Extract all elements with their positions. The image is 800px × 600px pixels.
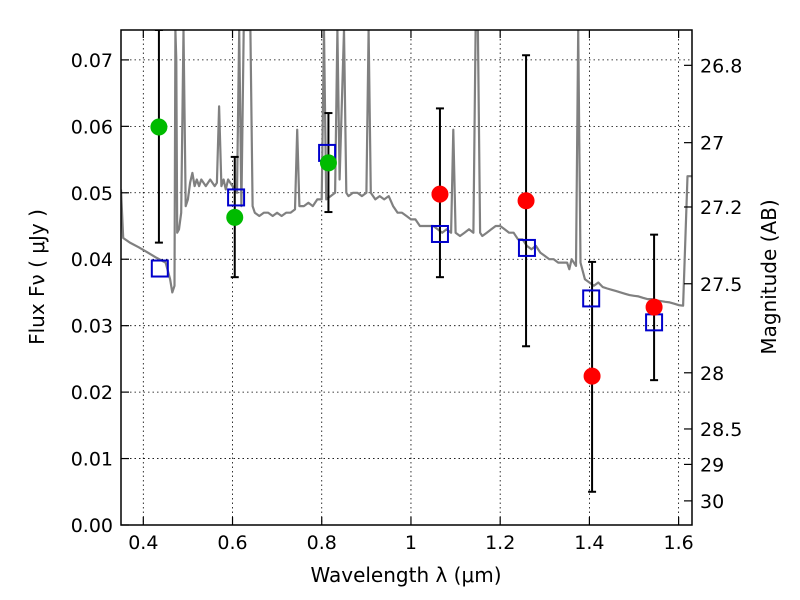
y2-tick-label: 27.2 xyxy=(700,197,742,219)
model-points xyxy=(150,143,664,332)
observed-point xyxy=(583,367,601,385)
y-tick-label: 0.02 xyxy=(71,382,113,404)
observed-point xyxy=(645,298,663,316)
y2-tick-label: 26.8 xyxy=(700,55,742,77)
observed-point xyxy=(226,208,244,226)
spectrum-line xyxy=(121,30,692,307)
x-tick-label: 0.8 xyxy=(307,532,337,554)
model-point xyxy=(582,289,601,308)
y2-tick-label: 29 xyxy=(700,454,724,476)
observed-points xyxy=(150,118,663,385)
y-axis-label: Flux Fν ( μJy ) xyxy=(25,209,49,345)
y2-tick-label: 28 xyxy=(700,363,724,385)
model-point xyxy=(227,188,246,207)
y-tick-label: 0.01 xyxy=(71,449,113,471)
y-tick-label: 0.06 xyxy=(71,116,113,138)
y2-tick-label: 27 xyxy=(700,133,724,155)
observed-point xyxy=(150,118,168,136)
y-tick-label: 0.03 xyxy=(71,316,113,338)
y2-axis-label: Magnitude (AB) xyxy=(757,199,781,354)
observed-point xyxy=(431,185,449,203)
x-tick-label: 1.2 xyxy=(485,532,515,554)
grid xyxy=(121,30,692,526)
axes xyxy=(120,29,693,526)
y2-tick-label: 30 xyxy=(700,491,724,513)
x-tick-label: 0.6 xyxy=(217,532,247,554)
x-ticks: 0.4 0.6 0.8 1 1.2 1.4 1.6 xyxy=(128,30,694,554)
y-tick-label: 0.00 xyxy=(71,515,113,537)
y2-tick-label: 27.5 xyxy=(700,274,742,296)
observed-point xyxy=(319,154,337,172)
plot-frame xyxy=(120,29,693,526)
y-tick-label: 0.07 xyxy=(71,50,113,72)
x-tick-label: 1.6 xyxy=(664,532,694,554)
model-point xyxy=(430,224,449,243)
y-tick-label: 0.05 xyxy=(71,183,113,205)
y2-ticks: 26.8 27 27.2 27.5 28 28.5 29 30 xyxy=(684,55,742,513)
x-tick-label: 1 xyxy=(405,532,417,554)
y2-tick-label: 28.5 xyxy=(700,419,742,441)
spectrum-series xyxy=(121,30,692,307)
x-tick-label: 0.4 xyxy=(128,532,158,554)
model-point xyxy=(150,259,169,278)
model-point xyxy=(517,238,536,257)
y-ticks: 0.00 0.01 0.02 0.03 0.04 0.05 0.06 0.07 xyxy=(71,50,129,537)
error-bars xyxy=(154,30,659,493)
x-tick-label: 1.4 xyxy=(574,532,604,554)
x-axis-label: Wavelength λ (μm) xyxy=(310,563,501,587)
y-tick-label: 0.04 xyxy=(71,249,113,271)
observed-point xyxy=(517,192,535,210)
